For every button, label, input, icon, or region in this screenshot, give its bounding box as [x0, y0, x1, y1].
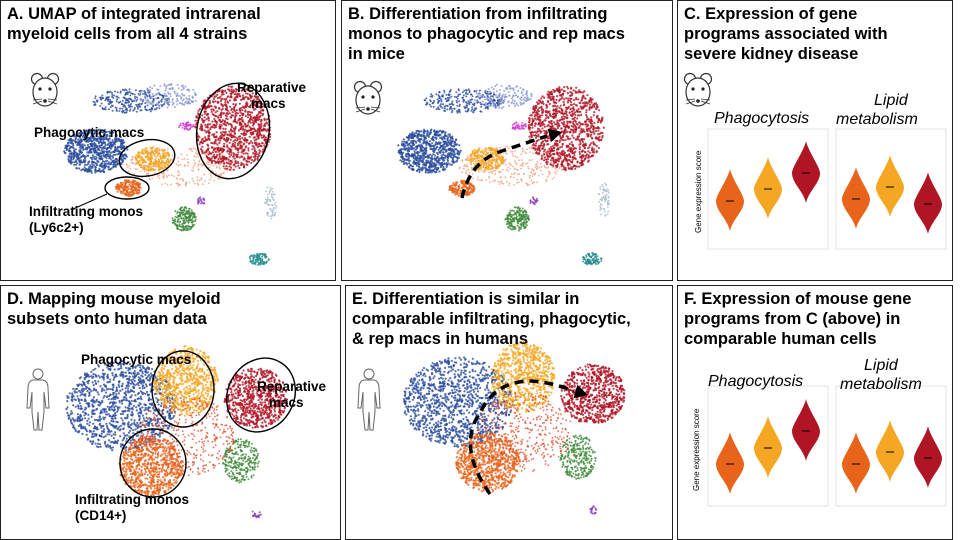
cluster-magenta [178, 121, 195, 131]
cluster-magenta [511, 121, 527, 131]
cluster-purple [589, 505, 598, 515]
cluster-teal [582, 252, 603, 266]
cluster-lightblue [473, 83, 533, 109]
cluster-reparative [560, 363, 626, 424]
cluster-mixed [137, 397, 235, 477]
panel-a-title: A. UMAP of integrated intrarenal myeloid … [7, 5, 261, 43]
violin-plot-mouse [683, 72, 947, 250]
cluster-lightblue [138, 83, 198, 109]
ellipse-reparative [225, 357, 297, 433]
violin-plot-human [707, 385, 947, 507]
label-phagocytic: Phagocytic macs [34, 125, 145, 140]
program-phagocytosis: Phagocytosis [714, 110, 810, 127]
cluster-grey [264, 186, 278, 220]
cluster-phagocytic [134, 146, 172, 172]
violin [876, 155, 904, 217]
label-infiltrating: Infiltrating monos (Ly6c2+) [29, 204, 143, 235]
panel-c-title: C. Expression of gene programs associated… [684, 5, 888, 63]
violin [754, 416, 782, 478]
violin [842, 167, 870, 229]
panel-e-title: E. Differentiation is similar in comparab… [352, 290, 631, 348]
cluster-mixed [474, 392, 572, 472]
mouse-icon [683, 72, 713, 107]
differentiation-arrow [460, 134, 548, 199]
cluster-blue [63, 128, 129, 174]
label-reparative: Reparative macs [257, 379, 327, 410]
program-lipid: Lipid metabolism [836, 92, 918, 128]
arrow-head [573, 384, 588, 399]
differentiation-arrow [468, 379, 575, 496]
cluster-blue-top [423, 88, 505, 114]
panel-a: A. UMAP of integrated intrarenal myeloid … [0, 0, 336, 281]
violin [792, 399, 820, 461]
mouse-icon [353, 80, 383, 115]
cluster-blue [402, 356, 514, 448]
violin [716, 169, 744, 231]
label-phagocytic: Phagocytic macs [81, 352, 192, 367]
program-lipid: Lipid metabolism [840, 357, 922, 393]
cluster-teal [248, 252, 270, 266]
ellipse-reparative [195, 82, 271, 180]
violin [914, 426, 942, 488]
ellipse-phagocytic [118, 138, 176, 178]
cluster-purple [251, 510, 262, 519]
cluster-green [559, 434, 597, 480]
cluster-green [222, 438, 260, 484]
umap-mouse-a [30, 72, 278, 266]
umap-mouse-b [353, 80, 611, 266]
cluster-green [171, 206, 197, 232]
panel-f-title: F. Expression of mouse gene programs from… [684, 290, 912, 348]
cluster-reparative [527, 85, 605, 171]
violin [754, 157, 782, 219]
mouse-icon [30, 72, 60, 107]
panel-b: B. Differentiation from infiltrating mono… [341, 0, 673, 281]
umap-human-e [357, 341, 626, 515]
label-infiltrating: Infiltrating monos (CD14+) [75, 492, 189, 523]
cluster-reparative [194, 85, 272, 171]
violin [842, 432, 870, 494]
panel-e: E. Differentiation is similar in comparab… [345, 285, 673, 540]
violin [716, 432, 744, 494]
cluster-phagocytic [153, 344, 219, 417]
ellipse-phagocytic [151, 350, 215, 428]
cluster-reparative [223, 367, 289, 429]
cluster-phagocytic [490, 341, 556, 413]
umap-human-d [26, 344, 297, 519]
cluster-purple [529, 196, 539, 206]
violin [876, 420, 904, 482]
ellipse-infiltrating [104, 176, 150, 200]
violin [792, 141, 820, 203]
program-phagocytosis: Phagocytosis [708, 373, 804, 390]
cluster-infiltrating [115, 179, 142, 197]
y-axis-label: Gene expression score [692, 408, 701, 491]
arrow-head [547, 128, 562, 143]
cluster-infiltrating [455, 430, 521, 493]
panel-d: D. Mapping mouse myeloid subsets onto hum… [0, 285, 341, 540]
human-silhouette-icon [26, 368, 50, 431]
label-reparative: Reparative macs [237, 80, 307, 111]
panel-b-title: B. Differentiation from infiltrating mono… [348, 5, 625, 63]
cluster-blue [397, 128, 462, 174]
violin [914, 172, 942, 234]
cluster-grey [597, 182, 611, 217]
cluster-blue [65, 360, 176, 452]
y-axis-label: Gene expression score [694, 150, 703, 233]
cluster-infiltrating [118, 435, 184, 497]
cluster-green [504, 206, 530, 232]
panel-d-title: D. Mapping mouse myeloid subsets onto hum… [7, 290, 221, 328]
human-silhouette-icon [357, 368, 381, 431]
cluster-purple [196, 196, 206, 205]
ellipse-infiltrating [119, 428, 187, 498]
panel-c: C. Expression of gene programs associated… [677, 0, 953, 281]
panel-f: F. Expression of mouse gene programs from… [677, 285, 953, 540]
